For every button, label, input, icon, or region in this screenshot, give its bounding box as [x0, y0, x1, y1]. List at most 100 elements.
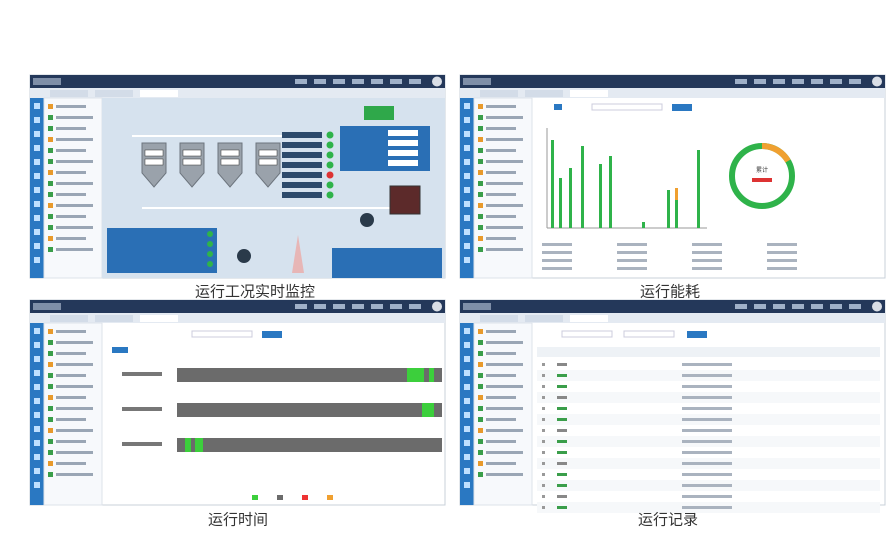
tab [525, 315, 563, 322]
nav-icon [34, 145, 40, 151]
nav-icon [464, 384, 470, 390]
row-label [122, 442, 162, 446]
tree-item [486, 215, 516, 218]
nav-icon [34, 384, 40, 390]
table-cell [542, 259, 572, 262]
tree-icon [478, 395, 483, 400]
tree-item [486, 352, 516, 355]
info-value [388, 160, 418, 166]
tree-icon [478, 203, 483, 208]
row-state [557, 396, 567, 399]
tree-icon [478, 450, 483, 455]
top-bar [30, 75, 445, 88]
top-menu [352, 304, 364, 309]
time-segment [195, 438, 203, 452]
chart-bar [667, 190, 670, 228]
tree-item [486, 182, 523, 185]
alarm-box [364, 106, 394, 120]
tree-icon [48, 214, 53, 219]
tree-icon [48, 340, 53, 345]
nav-icon [464, 342, 470, 348]
time-bar [177, 368, 442, 382]
tree-icon [478, 428, 483, 433]
row-index [542, 429, 545, 432]
time-segment [420, 368, 424, 382]
tree-item [56, 226, 93, 229]
row-index [542, 473, 545, 476]
caption: 运行能耗 [640, 283, 700, 301]
nav-icon [464, 187, 470, 193]
tree-item [486, 451, 523, 454]
row-state [557, 418, 567, 421]
logo [463, 303, 491, 310]
nav-icon [34, 328, 40, 334]
tab [140, 315, 178, 322]
row-time [682, 484, 732, 487]
status-label [282, 162, 322, 168]
nav-icon [34, 398, 40, 404]
logo [463, 78, 491, 85]
row-time [682, 451, 732, 454]
tab [570, 90, 608, 97]
chart-bar [569, 168, 572, 228]
top-menu [295, 304, 307, 309]
tree-icon [48, 225, 53, 230]
row-time [682, 440, 732, 443]
row-state [557, 473, 567, 476]
tree-icon [48, 329, 53, 334]
tree-icon [478, 406, 483, 411]
nav-icon [464, 243, 470, 249]
table-cell [542, 267, 572, 270]
table-cell [692, 251, 722, 254]
query-btn [687, 331, 707, 338]
query-btn [672, 104, 692, 111]
tree-item [486, 385, 523, 388]
donut-ring [761, 142, 791, 163]
tree-icon [48, 181, 53, 186]
table-cell [542, 251, 572, 254]
tree-icon [48, 104, 53, 109]
row-index [542, 506, 545, 509]
tree-item [486, 237, 516, 240]
tree-icon [48, 126, 53, 131]
tree-item [56, 341, 93, 344]
tree-panel [473, 322, 533, 506]
tab [95, 315, 133, 322]
nav-icon [34, 117, 40, 123]
tree-item [56, 127, 86, 130]
tree-item [486, 440, 516, 443]
date-input [191, 330, 253, 338]
tree-item [486, 330, 516, 333]
time-bar [177, 438, 442, 452]
tab-bar [30, 88, 445, 98]
table-cell [692, 259, 722, 262]
panels: 累计 [29, 74, 886, 513]
status-label [282, 172, 322, 178]
tree-icon [48, 362, 53, 367]
tree-item [56, 440, 86, 443]
tree-icon [478, 181, 483, 186]
tree-panel [43, 322, 103, 506]
nav-icon [34, 370, 40, 376]
avatar [432, 301, 442, 312]
row-index [542, 418, 545, 421]
top-menu [849, 79, 861, 84]
tank-readout [258, 158, 278, 166]
nav-icon [464, 398, 470, 404]
nav-icon [34, 412, 40, 418]
time-segment [185, 438, 191, 452]
tree-item [486, 105, 516, 108]
status-light [326, 171, 334, 179]
info-value [388, 140, 418, 146]
top-menu [792, 304, 804, 309]
tree-item [486, 374, 516, 377]
date-input [623, 330, 675, 338]
table-cell [767, 267, 797, 270]
row-index [542, 374, 545, 377]
nav-icon [464, 468, 470, 474]
row-time [682, 506, 732, 509]
bottom-panel [107, 228, 217, 273]
time-segment [422, 403, 434, 417]
tree-item [56, 138, 93, 141]
tree-item [56, 171, 86, 174]
